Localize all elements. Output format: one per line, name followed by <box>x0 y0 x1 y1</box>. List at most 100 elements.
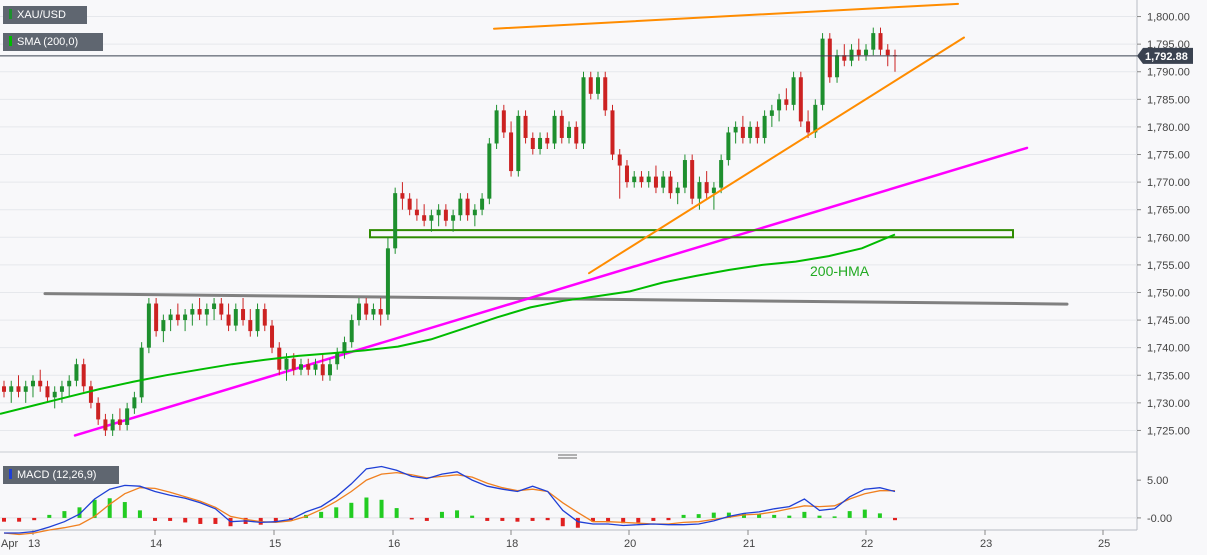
candle-body <box>762 115 767 138</box>
candle-body <box>30 380 35 387</box>
candle-body <box>690 160 695 199</box>
candle-body <box>103 419 108 431</box>
candle-body <box>610 110 615 155</box>
candle-body <box>494 110 499 144</box>
candle-body <box>864 49 869 56</box>
candle-body <box>313 364 318 370</box>
candle-body <box>588 77 593 94</box>
sma-swatch <box>9 36 12 46</box>
candle-body <box>538 137 543 149</box>
time-tick-label: 15 <box>269 538 281 550</box>
candle-body <box>798 77 803 122</box>
candle-body <box>284 358 289 370</box>
candle-body <box>175 314 180 321</box>
candle-body <box>23 386 28 392</box>
candle-body <box>451 215 456 221</box>
candle-body <box>306 364 311 370</box>
horizontal-support-line <box>43 292 1069 306</box>
candle-body <box>117 419 122 425</box>
candle-body <box>697 182 702 199</box>
macd-histogram-bar <box>379 499 384 518</box>
price-tick-label: 1,765.00 <box>1147 205 1190 217</box>
candle-body <box>740 126 745 138</box>
macd-histogram-bar <box>802 511 807 518</box>
macd-histogram-bar <box>575 517 580 528</box>
candle-body <box>596 77 600 94</box>
time-tick-label: 25 <box>1098 538 1110 550</box>
macd-main-line <box>4 465 896 534</box>
macd-histogram-bar <box>893 517 897 521</box>
sma-annotation-label: 200-HMA <box>810 263 870 279</box>
macd-histogram-bar <box>439 511 444 518</box>
macd-histogram-bar <box>137 510 142 518</box>
price-tick-label: 1,740.00 <box>1147 343 1190 355</box>
candle-body <box>429 215 434 221</box>
macd-histogram-bar <box>470 515 475 518</box>
candle-body <box>81 364 86 387</box>
macd-histogram-bar <box>606 517 611 523</box>
candle-body <box>45 386 50 398</box>
macd-histogram-bar <box>741 513 746 518</box>
macd-histogram-bar <box>515 517 520 522</box>
wedge-support-line <box>588 36 965 275</box>
macd-histogram-bar <box>47 514 52 518</box>
candle-body <box>422 215 427 221</box>
macd-histogram-bar <box>485 517 490 521</box>
sma-legend-box[interactable]: SMA (200,0) <box>3 33 103 51</box>
price-tick-label: 1,780.00 <box>1147 122 1190 134</box>
candle-body <box>364 303 369 315</box>
candle-body <box>9 386 14 392</box>
candle-body <box>813 104 818 133</box>
candle-body <box>197 309 202 315</box>
symbol-label-box[interactable]: XAU/USD <box>3 6 87 24</box>
candle-body <box>458 198 463 216</box>
macd-histogram-bar <box>394 508 399 518</box>
candle-body <box>183 314 188 321</box>
candle-body <box>400 193 405 199</box>
candle-body <box>603 77 608 111</box>
macd-legend-box[interactable]: MACD (12,26,9) <box>3 466 119 484</box>
resistance-line <box>493 2 959 30</box>
price-tick-label: 1,745.00 <box>1147 315 1190 327</box>
price-tick-label: 1,760.00 <box>1147 232 1190 244</box>
macd-histogram-bar <box>832 516 837 518</box>
symbol-swatch <box>9 9 12 19</box>
candle-body <box>248 320 253 332</box>
candle-body <box>219 303 224 315</box>
candle-body <box>241 309 246 321</box>
candle-body <box>509 132 514 172</box>
time-tick-label: 20 <box>624 538 636 550</box>
price-tick-label: 1,800.00 <box>1147 12 1190 24</box>
macd-histogram-bar <box>847 511 852 518</box>
macd-histogram-bar <box>334 507 339 518</box>
macd-histogram-bar <box>168 517 173 521</box>
candle-body <box>523 115 528 138</box>
macd-histogram-bar <box>17 517 22 522</box>
candle-body <box>733 126 738 133</box>
macd-histogram-bar <box>409 517 414 520</box>
macd-histogram-bar <box>560 517 565 527</box>
macd-histogram-bar <box>590 517 595 522</box>
macd-tick-label: -0.00 <box>1147 513 1172 525</box>
macd-histogram-bar <box>681 514 686 518</box>
candle-body <box>385 248 390 315</box>
macd-histogram-bar <box>862 509 867 518</box>
candle-body <box>270 325 275 348</box>
candle-body <box>871 33 876 50</box>
macd-histogram-bar <box>500 517 505 521</box>
macd-histogram-bar <box>455 510 460 518</box>
candle-body <box>682 160 687 188</box>
candle-body <box>393 193 398 249</box>
candle-body <box>212 303 217 310</box>
symbol-label: XAU/USD <box>17 9 66 21</box>
candle-body <box>291 358 296 370</box>
candle-body <box>784 99 789 105</box>
candle-body <box>371 309 376 315</box>
candle-body <box>132 397 137 409</box>
macd-histogram-bar <box>530 517 535 521</box>
candle-body <box>255 309 260 332</box>
candle-body <box>146 303 151 348</box>
candle-body <box>414 209 419 216</box>
macd-histogram-bar <box>877 513 882 518</box>
